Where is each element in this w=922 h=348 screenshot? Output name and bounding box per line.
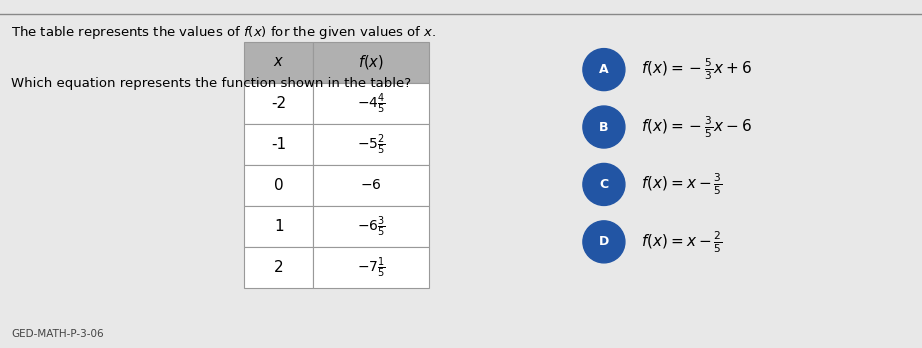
- Ellipse shape: [583, 221, 625, 263]
- Text: D: D: [598, 235, 609, 248]
- FancyBboxPatch shape: [244, 165, 313, 206]
- FancyBboxPatch shape: [313, 124, 429, 165]
- Text: $-7\frac{1}{5}$: $-7\frac{1}{5}$: [357, 255, 385, 280]
- Text: C: C: [599, 178, 609, 191]
- Text: $f(x) = x - \frac{2}{5}$: $f(x) = x - \frac{2}{5}$: [641, 229, 722, 255]
- Text: $f(x) = x - \frac{3}{5}$: $f(x) = x - \frac{3}{5}$: [641, 172, 722, 197]
- Text: $f(x)$: $f(x)$: [358, 53, 384, 71]
- Text: -1: -1: [271, 137, 287, 152]
- Text: $-6\frac{3}{5}$: $-6\frac{3}{5}$: [357, 214, 385, 239]
- Text: 2: 2: [274, 260, 284, 275]
- FancyBboxPatch shape: [313, 83, 429, 124]
- Text: The table represents the values of $f(x)$ for the given values of $x$.: The table represents the values of $f(x)…: [11, 24, 436, 41]
- Text: $x$: $x$: [273, 55, 285, 69]
- Ellipse shape: [583, 49, 625, 90]
- Text: $-6$: $-6$: [361, 179, 382, 192]
- Text: 0: 0: [274, 178, 284, 193]
- Text: $f(x) = -\frac{3}{5}x - 6$: $f(x) = -\frac{3}{5}x - 6$: [641, 114, 751, 140]
- Text: -2: -2: [271, 96, 287, 111]
- Text: GED-MATH-P-3-06: GED-MATH-P-3-06: [11, 329, 103, 339]
- FancyBboxPatch shape: [313, 247, 429, 288]
- FancyBboxPatch shape: [313, 206, 429, 247]
- FancyBboxPatch shape: [244, 124, 313, 165]
- FancyBboxPatch shape: [244, 83, 313, 124]
- FancyBboxPatch shape: [313, 42, 429, 83]
- Text: 1: 1: [274, 219, 284, 234]
- Text: B: B: [599, 120, 609, 134]
- FancyBboxPatch shape: [244, 247, 313, 288]
- FancyBboxPatch shape: [244, 206, 313, 247]
- Text: Which equation represents the function shown in the table?: Which equation represents the function s…: [11, 77, 411, 89]
- Text: $f(x) = -\frac{5}{3}x + 6$: $f(x) = -\frac{5}{3}x + 6$: [641, 57, 751, 82]
- Text: $-5\frac{2}{5}$: $-5\frac{2}{5}$: [357, 132, 385, 157]
- Text: A: A: [599, 63, 609, 76]
- Ellipse shape: [583, 106, 625, 148]
- FancyBboxPatch shape: [313, 165, 429, 206]
- Text: $-4\frac{4}{5}$: $-4\frac{4}{5}$: [357, 91, 385, 116]
- Ellipse shape: [583, 164, 625, 205]
- FancyBboxPatch shape: [244, 42, 313, 83]
